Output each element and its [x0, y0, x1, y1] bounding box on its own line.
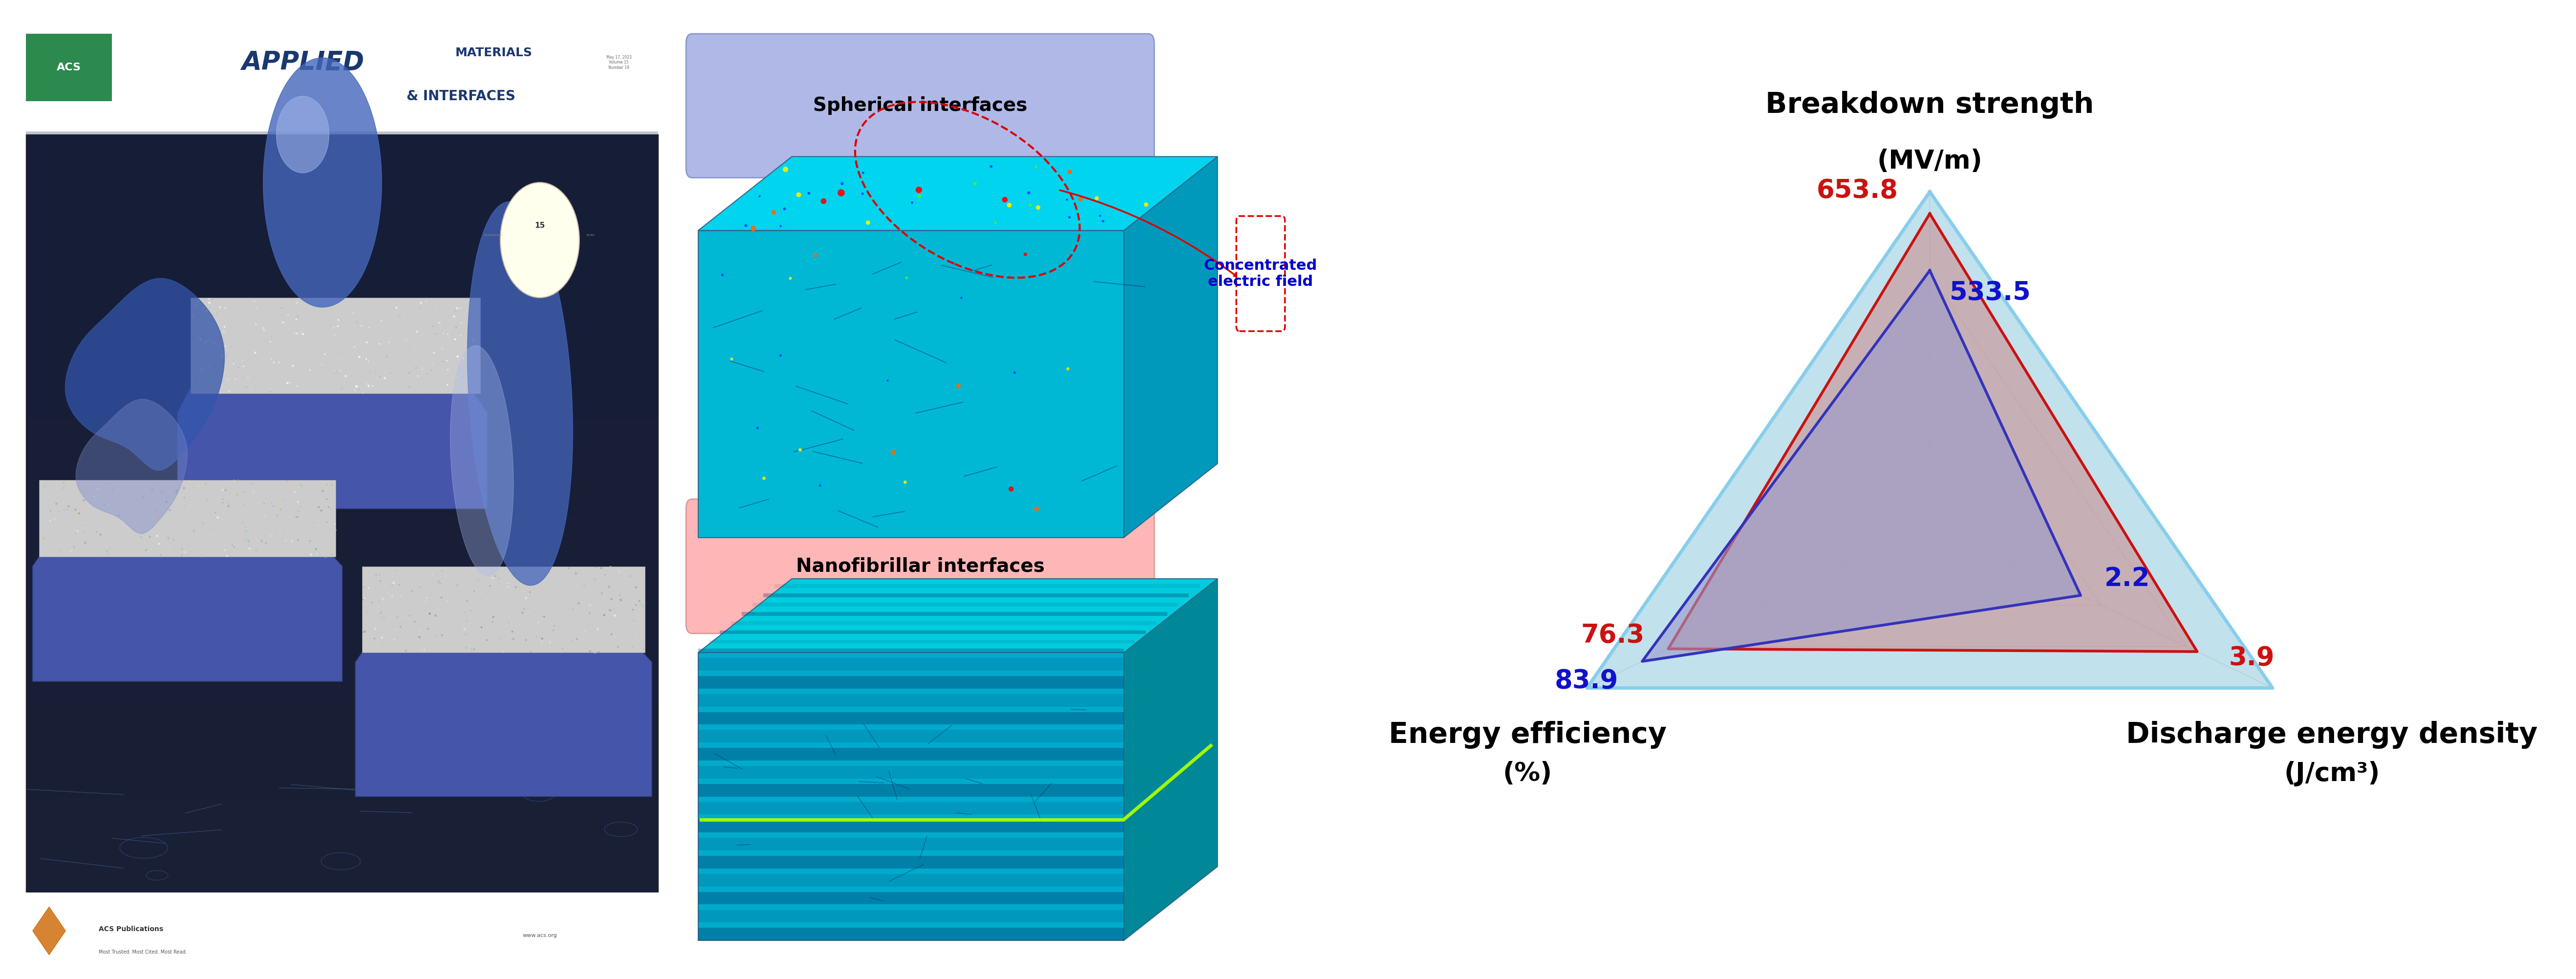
Text: Discharge energy density: Discharge energy density: [2125, 722, 2537, 749]
FancyBboxPatch shape: [685, 499, 1154, 633]
Polygon shape: [466, 202, 572, 585]
Polygon shape: [355, 633, 652, 797]
Text: APPLIED: APPLIED: [242, 50, 363, 75]
Polygon shape: [1123, 579, 1218, 941]
Polygon shape: [698, 784, 1123, 797]
Text: 76.3: 76.3: [1582, 623, 1643, 648]
Circle shape: [500, 182, 580, 298]
Bar: [26, 512, 659, 608]
Text: Nanofibrillar interfaces: Nanofibrillar interfaces: [796, 557, 1043, 576]
Bar: [26, 226, 659, 322]
Polygon shape: [698, 694, 1123, 707]
Text: 653.8: 653.8: [1816, 178, 1899, 204]
FancyBboxPatch shape: [1236, 216, 1285, 331]
Polygon shape: [263, 58, 381, 307]
Polygon shape: [1587, 192, 2272, 688]
Polygon shape: [762, 593, 1190, 597]
Polygon shape: [708, 639, 1133, 643]
Bar: [26, 321, 659, 417]
Bar: [191, 298, 482, 394]
Polygon shape: [64, 278, 224, 470]
Bar: [26, 33, 111, 101]
Text: (J/cm³): (J/cm³): [2285, 761, 2380, 786]
Text: Spherical interfaces: Spherical interfaces: [814, 97, 1028, 115]
Polygon shape: [698, 730, 1123, 742]
Polygon shape: [698, 874, 1123, 886]
Text: ACS Publications: ACS Publications: [98, 925, 162, 932]
Text: 15: 15: [536, 222, 546, 229]
Bar: [26, 131, 659, 227]
Polygon shape: [698, 579, 1218, 653]
Polygon shape: [698, 748, 1123, 761]
Polygon shape: [178, 374, 487, 509]
Text: Breakdown strength: Breakdown strength: [1765, 91, 2094, 119]
Polygon shape: [698, 909, 1123, 922]
Polygon shape: [775, 584, 1200, 588]
Polygon shape: [33, 907, 64, 955]
Text: 2.2: 2.2: [2105, 566, 2151, 591]
Text: YEARS: YEARS: [585, 234, 595, 237]
Text: 533.5: 533.5: [1950, 280, 2030, 305]
Bar: [13, 893, 672, 969]
FancyBboxPatch shape: [685, 33, 1154, 177]
Text: Most Trusted. Most Cited. Most Read.: Most Trusted. Most Cited. Most Read.: [98, 950, 188, 955]
Polygon shape: [276, 96, 330, 173]
Bar: [39, 480, 335, 557]
Polygon shape: [698, 676, 1123, 688]
Text: 3.9: 3.9: [2228, 645, 2275, 671]
Bar: [26, 607, 659, 703]
Polygon shape: [752, 603, 1177, 606]
Text: May 17, 2023
Volume 15
Number 19: May 17, 2023 Volume 15 Number 19: [605, 55, 631, 70]
Polygon shape: [698, 712, 1123, 724]
Text: (%): (%): [1502, 761, 1553, 786]
Bar: [26, 417, 659, 513]
Bar: [26, 134, 659, 893]
Bar: [13, 10, 672, 134]
Polygon shape: [1641, 270, 2081, 662]
Polygon shape: [698, 766, 1123, 778]
Text: 83.9: 83.9: [1556, 669, 1618, 694]
Polygon shape: [698, 653, 1123, 941]
Polygon shape: [1123, 157, 1218, 537]
Text: www.acs.org: www.acs.org: [523, 933, 556, 938]
Polygon shape: [698, 892, 1123, 905]
Polygon shape: [33, 537, 343, 681]
Polygon shape: [698, 856, 1123, 868]
Polygon shape: [698, 928, 1123, 941]
Polygon shape: [1669, 213, 2197, 652]
Text: & INTERFACES: & INTERFACES: [407, 89, 515, 103]
Polygon shape: [698, 802, 1123, 815]
Polygon shape: [698, 838, 1123, 851]
Polygon shape: [451, 346, 513, 576]
Polygon shape: [698, 819, 1123, 832]
Polygon shape: [742, 612, 1167, 616]
Text: (MV/m): (MV/m): [1878, 149, 1984, 174]
Text: Concentrated
electric field: Concentrated electric field: [1203, 258, 1316, 289]
Text: Energy efficiency: Energy efficiency: [1388, 722, 1667, 749]
Text: ACS: ACS: [57, 63, 80, 72]
Polygon shape: [698, 649, 1123, 653]
Polygon shape: [698, 658, 1123, 671]
Bar: [26, 797, 659, 893]
Polygon shape: [698, 157, 1218, 230]
Polygon shape: [698, 230, 1123, 537]
Polygon shape: [75, 399, 188, 534]
Polygon shape: [732, 621, 1157, 625]
Bar: [363, 566, 644, 653]
Text: CELEBRATING: CELEBRATING: [484, 234, 502, 237]
Bar: [26, 702, 659, 798]
Text: MATERIALS: MATERIALS: [456, 47, 533, 59]
Polygon shape: [719, 630, 1146, 634]
